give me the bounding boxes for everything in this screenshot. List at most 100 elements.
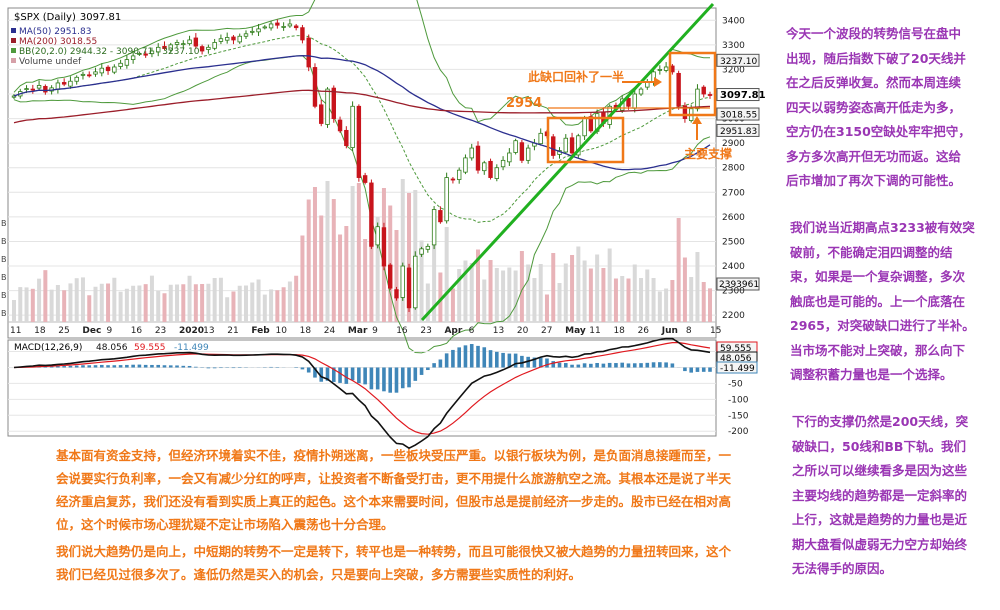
candle-body bbox=[74, 76, 79, 82]
volume-bar bbox=[30, 288, 35, 322]
volume-legend: Volume undef bbox=[19, 57, 82, 67]
macd-histogram-bar bbox=[545, 358, 549, 368]
candle-body bbox=[500, 159, 506, 168]
date-tick-label: 11 bbox=[10, 326, 21, 336]
candle-body bbox=[657, 69, 663, 71]
volume-bar bbox=[664, 288, 669, 322]
signal-line bbox=[13, 342, 711, 435]
candle-body bbox=[576, 135, 581, 156]
date-tick-label: 9 bbox=[372, 326, 378, 336]
macd-histogram-bar bbox=[651, 362, 656, 368]
candle-body bbox=[250, 30, 255, 33]
volume-bar bbox=[444, 227, 449, 322]
macd-histogram-bar bbox=[56, 366, 60, 368]
date-tick-label: 9 bbox=[107, 326, 113, 336]
candle-body bbox=[551, 136, 556, 156]
volume-bar bbox=[538, 264, 543, 322]
volume-bar bbox=[476, 249, 480, 322]
macd-histogram-bar bbox=[513, 353, 518, 368]
volume-bar bbox=[519, 251, 524, 322]
macd-histogram-bar bbox=[601, 363, 606, 368]
macd-histogram-bar bbox=[81, 365, 85, 368]
macd-histogram-bar bbox=[632, 363, 637, 368]
macd-label: MACD(12,26,9) bbox=[14, 343, 82, 353]
macd-histogram-bar bbox=[658, 362, 662, 368]
volume-axis-label: B bbox=[1, 309, 7, 318]
ma50-swatch bbox=[11, 28, 16, 33]
macd-histogram-bar bbox=[350, 367, 355, 381]
price-tick-label: 3400 bbox=[722, 16, 745, 26]
date-tick-label: 10 bbox=[276, 326, 288, 336]
volume-bar bbox=[338, 234, 343, 322]
recent-range-box bbox=[668, 51, 717, 117]
price-panel-frame bbox=[7, 7, 717, 339]
candle-body bbox=[293, 25, 299, 29]
macd-histogram-bar bbox=[507, 353, 512, 368]
candle-body bbox=[112, 66, 117, 73]
macd-tag-label: 59.555 bbox=[720, 344, 752, 354]
volume-bar bbox=[369, 194, 374, 322]
candle-body bbox=[300, 27, 305, 41]
volume-bar bbox=[419, 240, 424, 322]
volume-bar bbox=[294, 275, 299, 322]
volume-bar bbox=[193, 284, 198, 322]
macd-histogram-bar bbox=[557, 362, 562, 368]
commentary-right-2: 我们说当近期高点3233被有效突破前，不能确定泪四调整的结束，如果是一个复杂调整… bbox=[790, 220, 975, 382]
price-tick-label: 2400 bbox=[722, 262, 745, 272]
macd-histogram-bar bbox=[181, 365, 186, 368]
macd-histogram-bar bbox=[482, 347, 487, 368]
macd-histogram-bar bbox=[413, 367, 418, 381]
gap-fill-arrowhead bbox=[654, 77, 662, 87]
candle-body bbox=[243, 33, 249, 37]
volume-bar bbox=[375, 217, 380, 322]
date-tick-label: 13 bbox=[203, 326, 214, 336]
candle-body bbox=[701, 86, 706, 95]
volume-bar bbox=[513, 270, 518, 322]
date-tick-label: Dec bbox=[82, 326, 101, 336]
macd-histogram-bar bbox=[112, 365, 117, 368]
macd-histogram-bar bbox=[570, 364, 574, 368]
volume-bar bbox=[68, 283, 73, 322]
price-tick-label: 2600 bbox=[722, 213, 745, 223]
candle-body bbox=[406, 267, 412, 309]
date-tick-label: 23 bbox=[420, 326, 431, 336]
volume-bar bbox=[87, 295, 92, 322]
volume-bar bbox=[262, 294, 267, 322]
volume-bar bbox=[689, 277, 694, 322]
volume-bar bbox=[363, 239, 368, 322]
candle-body bbox=[682, 105, 688, 119]
candle-body bbox=[55, 82, 61, 90]
volume-bar bbox=[200, 284, 205, 322]
volume-bar bbox=[237, 285, 242, 322]
volume-bar bbox=[331, 199, 336, 322]
price-tick-label: 3200 bbox=[722, 65, 745, 75]
macd-histogram-bar bbox=[563, 363, 568, 368]
volume-bar bbox=[607, 248, 612, 322]
macd-histogram-bar bbox=[639, 363, 643, 368]
date-tick-label: 26 bbox=[638, 326, 650, 336]
macd-histogram-bar bbox=[331, 367, 336, 382]
candle-body bbox=[187, 39, 192, 45]
volume-bar bbox=[507, 267, 512, 322]
macd-tick-label: -200 bbox=[728, 427, 749, 437]
volume-bar bbox=[118, 291, 123, 322]
commentary-bottom-2: 我们说大趋势仍是向上，中短期的转势不一定是转下，转平也是一种转势，而且可能很快又… bbox=[56, 544, 732, 582]
volume-bar bbox=[432, 216, 437, 322]
candle-body bbox=[456, 169, 462, 180]
price-tag-box bbox=[716, 88, 760, 102]
macd-histogram-bar bbox=[125, 364, 129, 368]
support-arrowhead bbox=[692, 116, 702, 124]
macd-histogram-bar bbox=[495, 351, 499, 368]
candle-body bbox=[350, 105, 355, 148]
candle-body bbox=[450, 178, 456, 181]
macd-histogram-bar bbox=[664, 362, 668, 368]
macd-histogram-bar bbox=[382, 367, 386, 392]
chart-legend: $SPX (Daily) 3097.81 MA(50) 2951.83 MA(20… bbox=[11, 12, 200, 67]
candle-body bbox=[312, 67, 318, 107]
volume-bar bbox=[570, 255, 575, 322]
macd-histogram-bar bbox=[62, 366, 66, 368]
macd-histogram-bar bbox=[438, 359, 443, 368]
candle-body bbox=[61, 82, 67, 85]
volume-bar bbox=[588, 268, 593, 322]
candle-body bbox=[419, 248, 424, 255]
